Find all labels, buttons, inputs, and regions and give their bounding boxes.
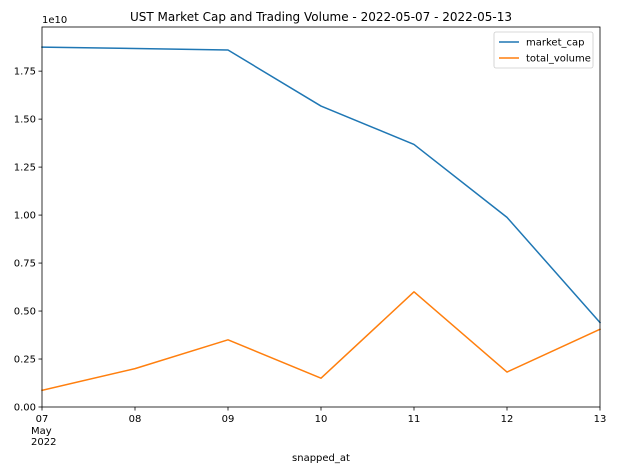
y-tick-label: 1.75	[14, 67, 36, 78]
y-tick-label: 0.25	[14, 355, 36, 366]
x-tick-label: 08	[129, 414, 142, 425]
y-tick-label: 0.50	[14, 307, 36, 318]
y-tick-label: 0.75	[14, 259, 36, 270]
x-tick-label: 13	[594, 414, 607, 425]
y-tick-label: 1.00	[14, 211, 36, 222]
legend: market_cap total_volume	[493, 31, 594, 69]
y-offset-label: 1e10	[42, 15, 67, 26]
x-tick-label: 12	[501, 414, 514, 425]
series-line-market-cap	[41, 46, 602, 324]
x-tick-label: 09	[222, 414, 235, 425]
y-tick-label: 0.00	[14, 403, 36, 414]
series-line-total-volume	[41, 291, 601, 392]
legend-label-total-volume: total_volume	[526, 54, 591, 65]
x-tick-label: 07	[36, 414, 49, 425]
x-tick-label: 10	[315, 414, 328, 425]
legend-label-market-cap: market_cap	[526, 38, 584, 49]
plot-frame	[41, 26, 601, 408]
x-tick-sublabel: May	[31, 426, 52, 437]
x-axis-label: snapped_at	[292, 453, 350, 464]
x-tick-label: 11	[408, 414, 421, 425]
x-tick-sublabel: 2022	[31, 437, 56, 448]
y-tick-label: 1.25	[14, 163, 36, 174]
y-tick-label: 1.50	[14, 115, 36, 126]
chart-title: UST Market Cap and Trading Volume - 2022…	[130, 10, 512, 24]
legend-box	[493, 31, 594, 69]
